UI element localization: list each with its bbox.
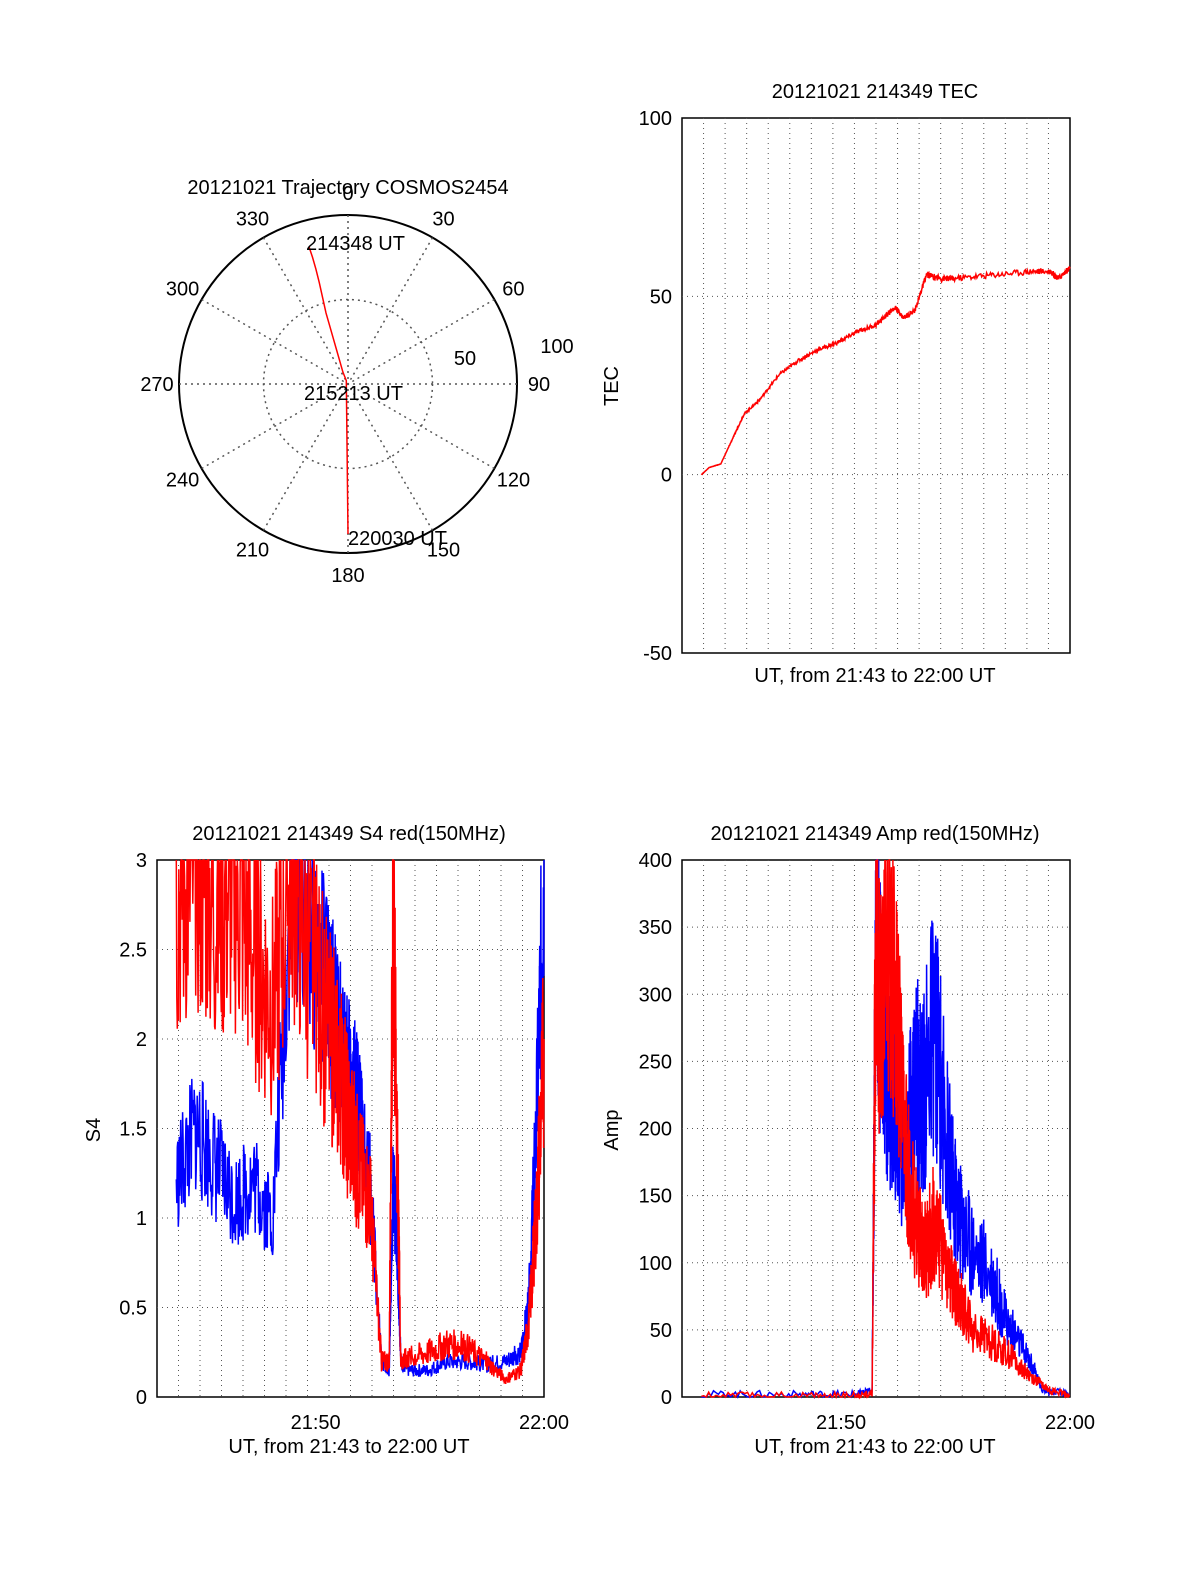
s4-red-series-line — [175, 859, 545, 1384]
s4-y-tick-label: 1 — [136, 1208, 147, 1230]
amp-title: 20121021 214349 Amp red(150MHz) — [710, 823, 1039, 845]
amp-y-tick-label: 300 — [639, 984, 672, 1006]
polar-angle-label: 240 — [166, 470, 199, 492]
polar-spokes — [179, 215, 517, 553]
s4-y-tick-label: 0 — [136, 1387, 147, 1409]
polar-angle-label: 0 — [342, 183, 353, 205]
polar-annotation-start: 214348 UT — [306, 233, 405, 255]
polar-angle-label: 90 — [528, 374, 550, 396]
tec-y-tick-label: 100 — [639, 108, 672, 130]
amp-panel: 20121021 214349 Amp red(150MHz) 0 50 100 15… — [601, 823, 1095, 1458]
tec-xlabel: UT, from 21:43 to 22:00 UT — [754, 665, 995, 687]
amp-y-tick-label: 0 — [661, 1387, 672, 1409]
amp-y-tick-label: 100 — [639, 1253, 672, 1275]
polar-angle-label: 300 — [166, 279, 199, 301]
amp-x-ticks: 21:50 22:00 — [816, 1412, 1095, 1434]
polar-annotation-mid: 215213 UT — [304, 383, 403, 405]
polar-radius-label-50: 50 — [454, 348, 476, 370]
tec-y-tick-label: 50 — [650, 286, 672, 308]
amp-y-tick-label: 50 — [650, 1320, 672, 1342]
polar-angle-label: 180 — [331, 565, 364, 587]
tec-y-tick-label: -50 — [643, 643, 672, 665]
polar-angle-label: 150 — [427, 539, 460, 561]
amp-y-tick-label: 200 — [639, 1119, 672, 1141]
s4-title: 20121021 214349 S4 red(150MHz) — [192, 823, 506, 845]
s4-blue-series-line — [175, 859, 545, 1378]
tec-y-ticks: -50 0 50 100 — [639, 108, 672, 665]
amp-y-ticks: 0 50 100 150 200 250 300 350 400 — [639, 850, 672, 1409]
s4-xlabel: UT, from 21:43 to 22:00 UT — [228, 1436, 469, 1458]
s4-x-tick-label: 21:50 — [291, 1412, 341, 1434]
s4-y-tick-label: 2.5 — [119, 940, 147, 962]
polar-angle-labels: 0 30 60 90 120 150 180 210 240 270 300 330 — [140, 183, 550, 587]
amp-y-tick-label: 250 — [639, 1051, 672, 1073]
polar-angle-label: 60 — [502, 279, 524, 301]
tec-ylabel: TEC — [601, 366, 623, 406]
polar-radius-label-100: 100 — [540, 336, 573, 358]
amp-y-tick-label: 150 — [639, 1186, 672, 1208]
tec-title: 20121021 214349 TEC — [772, 81, 978, 103]
polar-angle-label: 270 — [140, 374, 173, 396]
tec-series-line — [700, 265, 1071, 476]
polar-angle-label: 210 — [236, 539, 269, 561]
tec-y-tick-label: 0 — [661, 465, 672, 487]
s4-x-ticks: 21:50 22:00 — [291, 1412, 569, 1434]
amp-red-series-line — [701, 859, 1071, 1400]
s4-y-tick-label: 3 — [136, 850, 147, 872]
amp-x-tick-label: 22:00 — [1045, 1412, 1095, 1434]
tec-grid — [682, 118, 1070, 653]
tec-panel: 20121021 214349 TEC -50 0 50 100 UT, from 2… — [601, 81, 1071, 687]
polar-angle-label: 120 — [497, 470, 530, 492]
s4-ylabel: S4 — [83, 1118, 105, 1142]
polar-angle-label: 30 — [432, 209, 454, 231]
s4-y-ticks: 0 0.5 1 1.5 2 2.5 3 — [119, 850, 147, 1409]
s4-y-tick-label: 0.5 — [119, 1298, 147, 1320]
polar-spoke — [262, 237, 434, 531]
amp-ylabel: Amp — [601, 1109, 623, 1150]
amp-x-tick-label: 21:50 — [816, 1412, 866, 1434]
polar-panel: 20121021 Trajectory COSMOS2454 0 30 60 90 12… — [140, 177, 573, 587]
s4-panel: 20121021 214349 S4 red(150MHz) 0 0.5 1 1.5 2… — [83, 823, 569, 1458]
polar-annotation-end: 220030 UT — [348, 528, 447, 550]
polar-angle-label: 330 — [236, 209, 269, 231]
s4-y-tick-label: 1.5 — [119, 1119, 147, 1141]
amp-y-tick-label: 400 — [639, 850, 672, 872]
s4-y-tick-label: 2 — [136, 1029, 147, 1051]
polar-trajectory-line — [308, 246, 349, 535]
polar-title: 20121021 Trajectory COSMOS2454 — [187, 177, 508, 199]
amp-y-tick-label: 350 — [639, 917, 672, 939]
s4-x-tick-label: 22:00 — [519, 1412, 569, 1434]
amp-xlabel: UT, from 21:43 to 22:00 UT — [754, 1436, 995, 1458]
